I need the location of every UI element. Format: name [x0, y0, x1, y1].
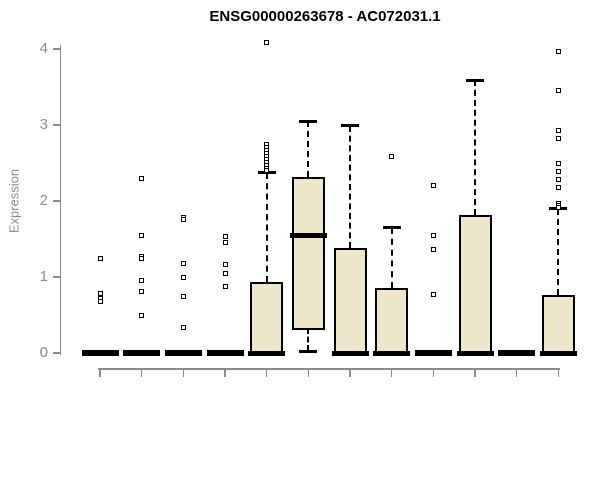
outlier-point: [180, 260, 186, 266]
outlier-point: [180, 325, 186, 331]
box-skin: [498, 350, 536, 356]
x-axis-tick: [99, 368, 101, 377]
x-axis-tick: [265, 368, 268, 377]
upper-whisker-liver: [349, 125, 352, 249]
outlier-point: [180, 216, 186, 222]
outlier-point: [139, 313, 145, 319]
outlier-point: [555, 127, 561, 133]
outlier-point: [139, 288, 145, 294]
outlier-point: [222, 234, 228, 240]
box-pancreas: [414, 350, 452, 356]
lower-whisker-kidney: [307, 327, 310, 352]
median-lung: [373, 350, 411, 356]
box-brain: [123, 350, 161, 356]
outlier-point: [139, 232, 145, 238]
outlier-point: [555, 184, 561, 190]
box-bladder: [81, 350, 119, 356]
x-axis-tick: [224, 368, 226, 377]
outlier-point: [222, 240, 228, 246]
outlier-point: [430, 291, 436, 297]
outlier-point: [97, 291, 103, 297]
y-axis-tick: [52, 48, 60, 50]
outlier-point: [139, 277, 145, 283]
box-unknown-other: [541, 295, 575, 355]
y-axis-tick: [52, 352, 60, 354]
y-tick-label: 1: [39, 268, 48, 285]
x-axis-tick: [307, 368, 310, 377]
y-tick-label: 3: [39, 116, 48, 133]
outlier-point: [97, 255, 103, 261]
outlier-point: [389, 154, 395, 160]
x-axis-tick: [515, 368, 518, 377]
outlier-point: [430, 233, 436, 239]
outlier-point: [264, 39, 270, 45]
box-liver: [333, 248, 367, 355]
outlier-point: [555, 136, 561, 142]
upper-whisker-unknown-other: [557, 208, 560, 296]
upper-whisker-cap-lung: [382, 226, 401, 230]
median-liver: [331, 350, 369, 356]
x-axis-tick: [390, 368, 393, 377]
x-axis-line: [98, 368, 561, 370]
upper-whisker-cap-prostate: [466, 78, 485, 82]
x-axis-tick: [557, 368, 560, 377]
outlier-point: [430, 183, 436, 189]
y-axis-line: [59, 45, 61, 355]
outlier-point: [555, 160, 561, 166]
median-hematopoietic-cells: [248, 350, 286, 356]
median-kidney: [289, 232, 327, 238]
y-tick-label: 2: [39, 192, 48, 209]
outlier-point: [180, 275, 186, 281]
outlier-point: [222, 284, 228, 290]
upper-whisker-lung: [390, 227, 393, 288]
y-tick-label: 0: [39, 344, 48, 361]
median-prostate: [456, 350, 494, 356]
outlier-point: [139, 256, 145, 262]
x-axis-tick: [182, 368, 185, 377]
outlier-point: [430, 247, 436, 253]
upper-whisker-kidney: [307, 121, 310, 178]
y-axis-tick: [52, 124, 60, 126]
upper-whisker-cap-liver: [341, 124, 360, 128]
x-axis-tick: [474, 368, 476, 377]
x-axis-tick: [349, 368, 351, 377]
outlier-point: [555, 204, 561, 210]
x-axis-tick: [432, 368, 435, 377]
box-hematopoietic-cells: [250, 281, 284, 355]
box-prostate: [458, 215, 492, 355]
outlier-point: [139, 175, 145, 181]
upper-whisker-prostate: [474, 80, 477, 216]
outlier-point: [180, 293, 186, 299]
outlier-point: [222, 261, 228, 267]
x-axis-tick: [140, 368, 143, 377]
outlier-point: [222, 270, 228, 276]
box-lung: [375, 287, 409, 355]
outlier-point: [555, 48, 561, 54]
y-axis-tick: [52, 200, 60, 202]
outlier-point: [555, 177, 561, 183]
upper-whisker-cap-kidney: [299, 119, 318, 123]
y-tick-label: 4: [39, 40, 48, 57]
lower-whisker-cap-kidney: [299, 349, 318, 353]
outlier-point: [555, 87, 561, 93]
box-kidney: [291, 177, 325, 330]
box-gastric: [206, 350, 244, 356]
chart-title: ENSG00000263678 - AC072031.1: [209, 8, 441, 25]
outlier-point: [97, 298, 103, 304]
upper-whisker-hematopoietic-cells: [265, 172, 268, 282]
y-axis-tick: [52, 276, 60, 278]
outlier-point: [555, 168, 561, 174]
outlier-point: [264, 168, 270, 174]
box-breast: [164, 350, 202, 356]
median-unknown-other: [539, 350, 577, 356]
